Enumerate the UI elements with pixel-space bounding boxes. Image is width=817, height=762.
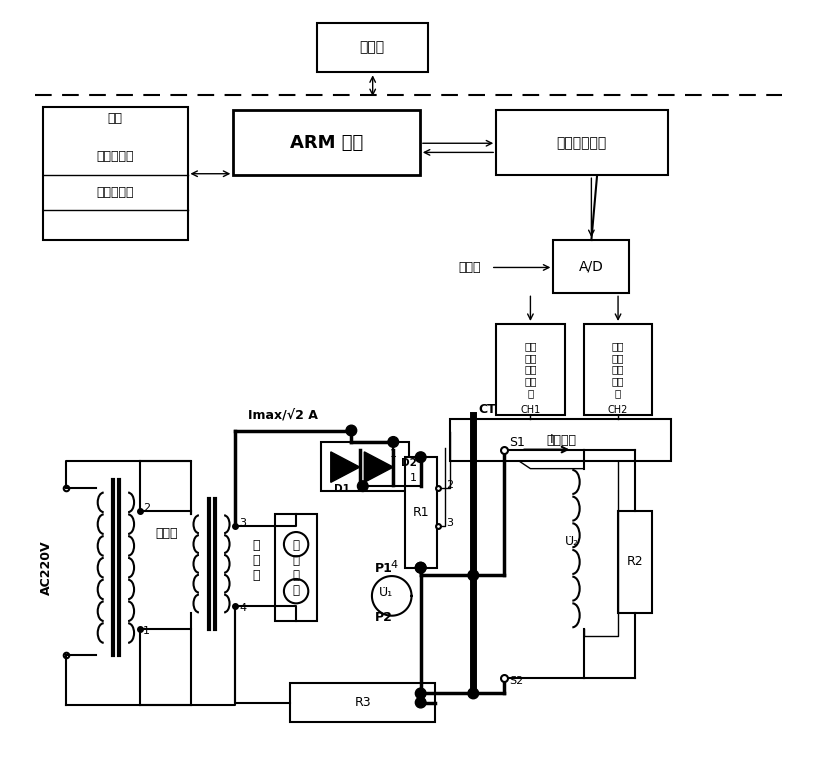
Text: U̇₁: U̇₁ bbox=[378, 586, 393, 599]
Circle shape bbox=[468, 688, 479, 699]
Text: 1: 1 bbox=[143, 626, 150, 636]
Bar bbox=[618, 511, 652, 613]
Circle shape bbox=[468, 570, 479, 581]
Text: U̇₂: U̇₂ bbox=[565, 535, 579, 548]
Bar bbox=[450, 419, 672, 461]
Bar bbox=[404, 457, 437, 568]
Text: S2: S2 bbox=[509, 676, 524, 686]
Text: D1: D1 bbox=[334, 485, 350, 495]
Text: AC220V: AC220V bbox=[40, 540, 53, 595]
Text: 4: 4 bbox=[390, 560, 397, 570]
Bar bbox=[290, 683, 435, 722]
Bar bbox=[496, 324, 565, 415]
Text: CH1: CH1 bbox=[520, 405, 541, 415]
Text: CH2: CH2 bbox=[608, 405, 628, 415]
Circle shape bbox=[346, 425, 357, 436]
Circle shape bbox=[415, 452, 426, 463]
Text: R3: R3 bbox=[355, 696, 371, 709]
Text: 3: 3 bbox=[446, 517, 453, 528]
Text: 匹
配
阻
抗: 匹 配 阻 抗 bbox=[292, 539, 300, 597]
Text: D2: D2 bbox=[401, 458, 417, 469]
Text: 液晶显示器: 液晶显示器 bbox=[96, 149, 134, 163]
Bar bbox=[42, 107, 188, 240]
Bar bbox=[233, 110, 420, 175]
Text: 3: 3 bbox=[239, 518, 247, 528]
Text: 2: 2 bbox=[446, 480, 453, 490]
Text: R1: R1 bbox=[413, 506, 429, 519]
Circle shape bbox=[415, 688, 426, 699]
Bar bbox=[317, 23, 427, 72]
Bar bbox=[496, 110, 667, 175]
Bar bbox=[275, 514, 317, 621]
Text: 1: 1 bbox=[390, 450, 397, 459]
Text: A/D: A/D bbox=[579, 260, 604, 274]
Text: 第二
可控
增益
放大
器: 第二 可控 增益 放大 器 bbox=[612, 341, 624, 398]
Text: 定时器: 定时器 bbox=[458, 261, 480, 274]
Text: 2: 2 bbox=[143, 503, 150, 513]
Text: 升
流
器: 升 流 器 bbox=[252, 539, 260, 581]
Text: 4: 4 bbox=[239, 604, 247, 613]
Text: 上位机: 上位机 bbox=[359, 40, 385, 55]
Circle shape bbox=[415, 562, 426, 573]
Bar bbox=[553, 240, 629, 293]
Text: P2: P2 bbox=[375, 611, 393, 624]
Bar bbox=[321, 442, 408, 491]
Text: 数据存储器: 数据存储器 bbox=[96, 185, 134, 199]
Text: R2: R2 bbox=[627, 555, 644, 568]
Circle shape bbox=[415, 562, 426, 573]
Text: 键盘: 键盘 bbox=[108, 111, 123, 125]
Text: CT: CT bbox=[479, 403, 497, 416]
Circle shape bbox=[358, 481, 368, 491]
Bar bbox=[584, 324, 652, 415]
Text: 调压器: 调压器 bbox=[155, 527, 178, 540]
Text: ARM 模块: ARM 模块 bbox=[290, 134, 364, 152]
Text: I: I bbox=[550, 434, 553, 447]
Text: 溯源接口: 溯源接口 bbox=[546, 434, 576, 447]
Text: Imax/√2 A: Imax/√2 A bbox=[248, 410, 319, 423]
Text: 1: 1 bbox=[410, 473, 417, 483]
Polygon shape bbox=[364, 452, 393, 482]
Text: 数据处理模块: 数据处理模块 bbox=[556, 136, 607, 150]
Text: P1: P1 bbox=[375, 562, 393, 575]
Polygon shape bbox=[331, 452, 359, 482]
Circle shape bbox=[388, 437, 399, 447]
Text: S1: S1 bbox=[509, 436, 525, 449]
Text: 第一
可控
增益
放大
器: 第一 可控 增益 放大 器 bbox=[525, 341, 537, 398]
Circle shape bbox=[415, 697, 426, 708]
